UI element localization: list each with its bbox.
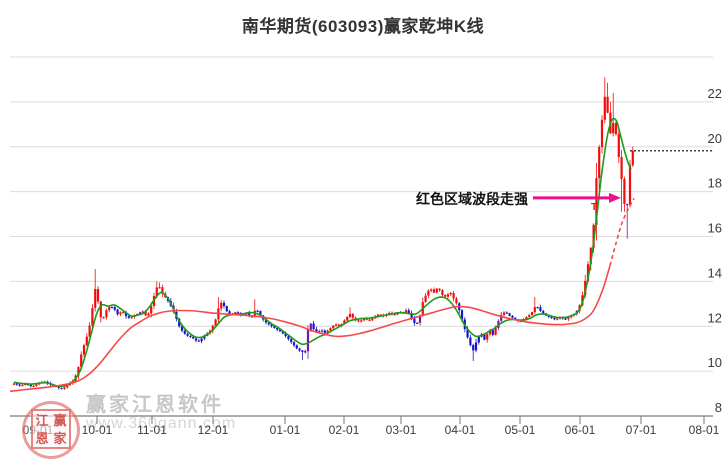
x-tick-label: 10-01 bbox=[82, 423, 113, 437]
annotation-arrow bbox=[533, 192, 621, 203]
chart-title: 南华期货(603093)赢家乾坤K线 bbox=[241, 17, 485, 36]
y-tick-label: 14 bbox=[708, 265, 722, 280]
watermark-url-text: www.360gann.com bbox=[86, 415, 237, 432]
x-tick-label: 11-01 bbox=[137, 423, 167, 437]
t-signal-marker: T bbox=[591, 202, 597, 213]
candles bbox=[12, 77, 634, 390]
seal-char: 恩 bbox=[35, 430, 49, 446]
x-tick-label: 02-01 bbox=[329, 423, 360, 437]
x-tick-label: 07-01 bbox=[626, 423, 657, 437]
y-tick-label: 18 bbox=[708, 176, 722, 191]
seal-char: 赢 bbox=[53, 412, 67, 428]
y-tick-label: 22 bbox=[708, 86, 722, 101]
watermark-brand-text: 赢家江恩软件 bbox=[86, 394, 224, 416]
ma-line-red bbox=[9, 198, 635, 393]
y-tick-label: 12 bbox=[708, 310, 722, 325]
watermark-seal-logo: 江 赢 恩 家 bbox=[22, 401, 80, 459]
y-tick-label: 20 bbox=[708, 131, 722, 146]
seal-char: 江 bbox=[35, 412, 49, 428]
x-tick-label: 06-01 bbox=[565, 423, 596, 437]
x-tick-label: 08-01 bbox=[689, 423, 720, 437]
seal-char: 家 bbox=[53, 430, 67, 446]
indicator-line-green bbox=[13, 117, 632, 388]
seal-square: 江 赢 恩 家 bbox=[31, 409, 71, 449]
x-tick-label: 04-01 bbox=[445, 423, 476, 437]
x-tick-label: 12-01 bbox=[198, 423, 229, 437]
y-tick-label: 10 bbox=[708, 355, 722, 370]
grid bbox=[10, 56, 713, 372]
x-tick-label: 03-01 bbox=[386, 423, 417, 437]
x-tick-label: 01-01 bbox=[270, 423, 301, 437]
annotation-label: 红色区域波段走强 bbox=[416, 191, 528, 207]
y-tick-labels: 8 10 12 14 16 18 20 22 bbox=[708, 86, 722, 415]
y-tick-label: 16 bbox=[708, 221, 722, 236]
x-tick-label: 05-01 bbox=[505, 423, 536, 437]
y-tick-label: 8 bbox=[715, 400, 722, 415]
x-tick-labels: 09-0110-0111-0112-0101-0102-0103-0104-01… bbox=[23, 423, 720, 437]
x-axis bbox=[10, 415, 713, 424]
